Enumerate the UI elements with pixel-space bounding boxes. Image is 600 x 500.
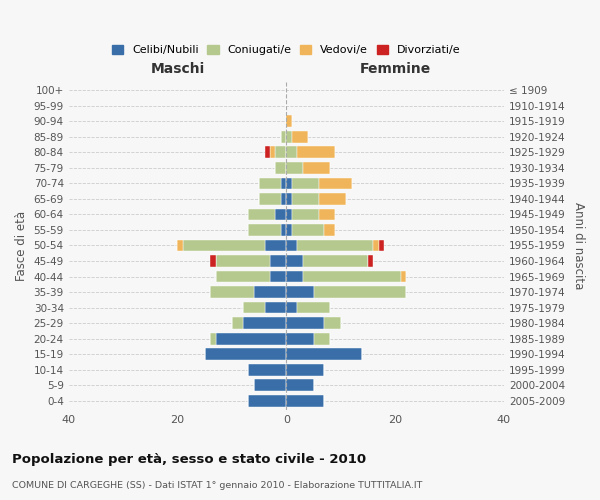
Bar: [286, 208, 292, 220]
Bar: [286, 333, 314, 344]
Bar: [286, 364, 325, 376]
Bar: [286, 116, 292, 127]
Bar: [210, 255, 215, 267]
Bar: [286, 131, 292, 142]
Bar: [286, 270, 302, 282]
Bar: [286, 318, 325, 329]
Bar: [210, 333, 215, 344]
Bar: [281, 131, 286, 142]
Bar: [183, 240, 265, 252]
Bar: [401, 270, 406, 282]
Bar: [319, 193, 346, 204]
Bar: [243, 318, 286, 329]
Bar: [325, 224, 335, 236]
Bar: [302, 255, 368, 267]
Bar: [248, 224, 281, 236]
Bar: [297, 302, 330, 314]
Bar: [368, 255, 373, 267]
Bar: [270, 146, 275, 158]
Bar: [319, 178, 352, 189]
Bar: [210, 286, 254, 298]
Bar: [286, 162, 302, 173]
Y-axis label: Fasce di età: Fasce di età: [15, 210, 28, 280]
Bar: [270, 255, 286, 267]
Text: Femmine: Femmine: [359, 62, 431, 76]
Bar: [292, 208, 319, 220]
Bar: [281, 193, 286, 204]
Bar: [292, 131, 308, 142]
Bar: [265, 302, 286, 314]
Bar: [178, 240, 183, 252]
Bar: [275, 208, 286, 220]
Bar: [319, 208, 335, 220]
Bar: [286, 395, 325, 406]
Bar: [286, 255, 302, 267]
Bar: [265, 146, 270, 158]
Bar: [281, 178, 286, 189]
Bar: [286, 240, 297, 252]
Bar: [275, 162, 286, 173]
Bar: [286, 146, 297, 158]
Bar: [286, 302, 297, 314]
Bar: [243, 302, 265, 314]
Bar: [286, 178, 292, 189]
Bar: [302, 162, 330, 173]
Bar: [314, 333, 330, 344]
Legend: Celibi/Nubili, Coniugati/e, Vedovi/e, Divorziati/e: Celibi/Nubili, Coniugati/e, Vedovi/e, Di…: [107, 40, 465, 60]
Bar: [254, 286, 286, 298]
Bar: [379, 240, 384, 252]
Bar: [254, 380, 286, 391]
Bar: [248, 364, 286, 376]
Y-axis label: Anni di nascita: Anni di nascita: [572, 202, 585, 289]
Bar: [297, 240, 373, 252]
Bar: [248, 395, 286, 406]
Bar: [232, 318, 243, 329]
Bar: [286, 348, 362, 360]
Bar: [259, 178, 281, 189]
Bar: [265, 240, 286, 252]
Bar: [259, 193, 281, 204]
Bar: [286, 380, 314, 391]
Bar: [314, 286, 406, 298]
Bar: [286, 286, 314, 298]
Bar: [286, 193, 292, 204]
Bar: [297, 146, 335, 158]
Bar: [270, 270, 286, 282]
Bar: [275, 146, 286, 158]
Bar: [302, 270, 401, 282]
Bar: [205, 348, 286, 360]
Text: COMUNE DI CARGEGHE (SS) - Dati ISTAT 1° gennaio 2010 - Elaborazione TUTTITALIA.I: COMUNE DI CARGEGHE (SS) - Dati ISTAT 1° …: [12, 481, 422, 490]
Bar: [292, 178, 319, 189]
Bar: [325, 318, 341, 329]
Bar: [215, 333, 286, 344]
Bar: [215, 255, 270, 267]
Bar: [373, 240, 379, 252]
Bar: [281, 224, 286, 236]
Bar: [292, 193, 319, 204]
Bar: [215, 270, 270, 282]
Bar: [248, 208, 275, 220]
Text: Maschi: Maschi: [151, 62, 205, 76]
Text: Popolazione per età, sesso e stato civile - 2010: Popolazione per età, sesso e stato civil…: [12, 452, 366, 466]
Bar: [292, 224, 325, 236]
Bar: [286, 224, 292, 236]
